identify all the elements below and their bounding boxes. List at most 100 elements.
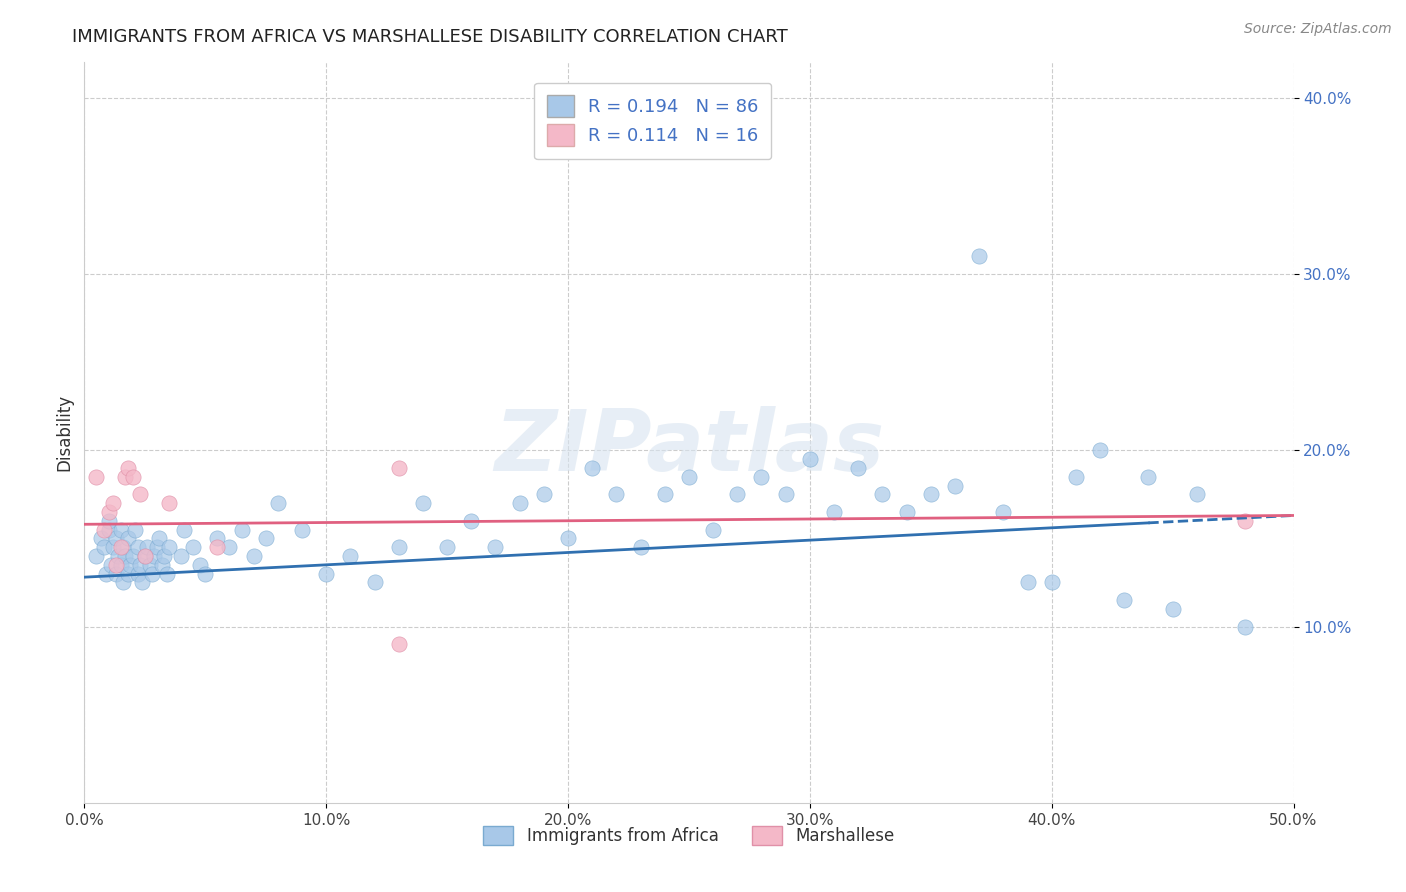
- Point: [231, 523, 253, 537]
- Point: [484, 540, 506, 554]
- Point: [157, 496, 180, 510]
- Point: [823, 505, 845, 519]
- Point: [121, 469, 143, 483]
- Point: [97, 523, 120, 537]
- Point: [993, 505, 1015, 519]
- Point: [267, 496, 290, 510]
- Point: [110, 558, 132, 572]
- Y-axis label: Disability: Disability: [55, 394, 73, 471]
- Point: [117, 461, 139, 475]
- Point: [1040, 575, 1063, 590]
- Point: [127, 566, 149, 581]
- Point: [112, 575, 135, 590]
- Point: [533, 487, 555, 501]
- Point: [110, 540, 132, 554]
- Point: [605, 487, 627, 501]
- Point: [678, 469, 700, 483]
- Point: [943, 478, 966, 492]
- Point: [112, 540, 135, 554]
- Point: [190, 558, 212, 572]
- Point: [460, 514, 482, 528]
- Point: [155, 566, 177, 581]
- Point: [872, 487, 894, 501]
- Legend: Immigrants from Africa, Marshallese: Immigrants from Africa, Marshallese: [475, 818, 903, 854]
- Point: [207, 540, 229, 554]
- Point: [581, 461, 603, 475]
- Point: [967, 249, 990, 263]
- Point: [388, 540, 411, 554]
- Point: [630, 540, 652, 554]
- Point: [127, 540, 149, 554]
- Point: [107, 549, 129, 563]
- Point: [157, 540, 180, 554]
- Point: [291, 523, 314, 537]
- Point: [254, 532, 277, 546]
- Point: [153, 549, 176, 563]
- Point: [143, 549, 166, 563]
- Point: [388, 637, 411, 651]
- Point: [114, 549, 136, 563]
- Point: [388, 461, 411, 475]
- Text: IMMIGRANTS FROM AFRICA VS MARSHALLESE DISABILITY CORRELATION CHART: IMMIGRANTS FROM AFRICA VS MARSHALLESE DI…: [72, 28, 787, 45]
- Point: [97, 514, 120, 528]
- Point: [100, 558, 122, 572]
- Point: [509, 496, 531, 510]
- Point: [1234, 514, 1257, 528]
- Point: [103, 496, 125, 510]
- Point: [136, 540, 159, 554]
- Point: [1234, 619, 1257, 633]
- Point: [148, 532, 170, 546]
- Point: [129, 558, 152, 572]
- Point: [134, 549, 156, 563]
- Point: [194, 566, 217, 581]
- Point: [557, 532, 579, 546]
- Point: [315, 566, 337, 581]
- Point: [799, 452, 821, 467]
- Text: Source: ZipAtlas.com: Source: ZipAtlas.com: [1244, 22, 1392, 37]
- Text: ZIPatlas: ZIPatlas: [494, 406, 884, 489]
- Point: [1017, 575, 1039, 590]
- Point: [138, 558, 160, 572]
- Point: [86, 549, 108, 563]
- Point: [242, 549, 264, 563]
- Point: [207, 532, 229, 546]
- Point: [90, 532, 112, 546]
- Point: [218, 540, 240, 554]
- Point: [110, 523, 132, 537]
- Point: [1137, 469, 1160, 483]
- Point: [120, 558, 142, 572]
- Point: [124, 523, 146, 537]
- Point: [896, 505, 918, 519]
- Point: [436, 540, 458, 554]
- Point: [103, 540, 125, 554]
- Point: [94, 566, 117, 581]
- Point: [93, 540, 115, 554]
- Point: [181, 540, 204, 554]
- Point: [97, 505, 120, 519]
- Point: [846, 461, 869, 475]
- Point: [104, 566, 127, 581]
- Point: [173, 523, 195, 537]
- Point: [117, 532, 139, 546]
- Point: [363, 575, 385, 590]
- Point: [117, 566, 139, 581]
- Point: [1088, 443, 1111, 458]
- Point: [339, 549, 361, 563]
- Point: [134, 549, 156, 563]
- Point: [775, 487, 797, 501]
- Point: [141, 566, 163, 581]
- Point: [121, 549, 143, 563]
- Point: [1114, 593, 1136, 607]
- Point: [654, 487, 676, 501]
- Point: [86, 469, 108, 483]
- Point: [104, 532, 127, 546]
- Point: [129, 487, 152, 501]
- Point: [93, 523, 115, 537]
- Point: [131, 575, 153, 590]
- Point: [104, 558, 127, 572]
- Point: [170, 549, 193, 563]
- Point: [146, 540, 169, 554]
- Point: [725, 487, 748, 501]
- Point: [114, 469, 136, 483]
- Point: [751, 469, 773, 483]
